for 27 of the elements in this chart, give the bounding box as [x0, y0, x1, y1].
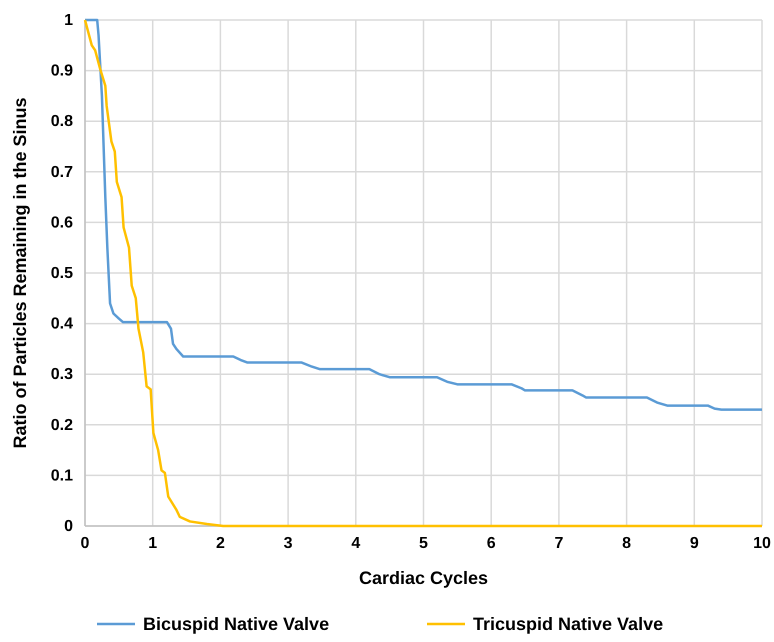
- x-tick-label: 3: [284, 535, 293, 552]
- x-tick-label: 9: [690, 535, 699, 552]
- x-tick-label: 8: [622, 535, 632, 552]
- x-tick-label: 10: [753, 535, 771, 552]
- x-tick-label: 7: [554, 535, 564, 552]
- y-tick-label: 0.9: [50, 62, 74, 80]
- y-tick-label: 0.1: [50, 467, 74, 484]
- legend-label: Bicuspid Native Valve: [143, 614, 330, 634]
- x-tick-label: 6: [486, 535, 496, 552]
- y-tick-label: 0.3: [50, 366, 74, 384]
- x-tick-label: 1: [148, 535, 158, 552]
- y-tick-label: 0.8: [50, 113, 74, 130]
- y-tick-label: 0.2: [50, 416, 74, 434]
- x-tick-label: 5: [419, 535, 428, 552]
- y-tick-label: 0.4: [50, 316, 74, 333]
- legend-label: Tricuspid Native Valve: [473, 614, 664, 634]
- y-tick-label: 0.7: [50, 164, 74, 181]
- x-tick-label: 0: [80, 535, 90, 552]
- y-tick-label: 0.5: [50, 265, 74, 282]
- y-tick-label: 0: [64, 518, 74, 535]
- x-axis-title: Cardiac Cycles: [358, 568, 488, 588]
- line-series: [84, 18, 764, 528]
- y-tick-label: 0.6: [50, 214, 74, 232]
- y-axis-title: Ratio of Particles Remaining in the Sinus: [10, 97, 30, 449]
- y-tick-label: 1: [64, 12, 74, 29]
- x-tick-label: 2: [216, 535, 225, 552]
- x-tick-label: 4: [351, 535, 360, 552]
